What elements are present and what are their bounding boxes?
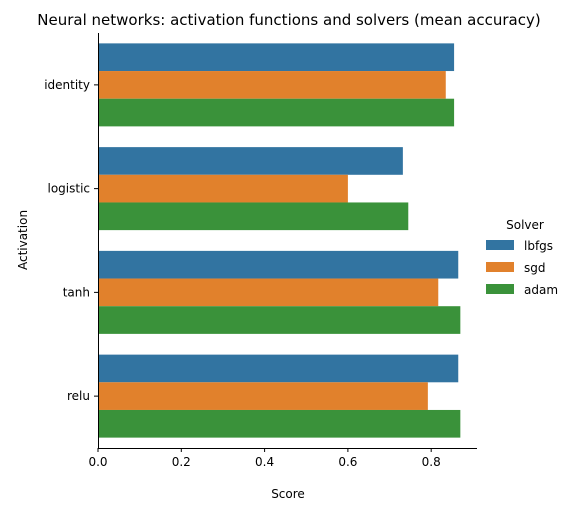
legend-swatch-sgd [486,262,514,272]
x-tick-label: 0.4 [255,455,274,469]
y-tick-label: relu [67,389,90,403]
y-axis-label: Activation [16,210,30,270]
x-ticks-group: 0.0 0.2 0.4 0.6 0.8 [88,448,441,469]
bar-relu-sgd [98,382,428,410]
x-axis-label: Score [271,487,305,501]
legend-swatch-adam [486,284,514,294]
chart-title: Neural networks: activation functions an… [37,11,540,29]
bar-identity-lbfgs [98,43,455,72]
legend-label-adam: adam [524,283,558,297]
y-tick-label: logistic [47,182,90,196]
bar-tanh-adam [98,306,461,334]
bar-identity-sgd [98,71,446,99]
x-tick-label: 0.8 [422,455,441,469]
legend-label-sgd: sgd [524,261,546,275]
bar-tanh-lbfgs [98,250,459,279]
x-tick-label: 0.2 [172,455,191,469]
legend: Solver lbfgs sgd adam [486,218,558,297]
y-tick-label: identity [44,78,90,92]
bar-logistic-sgd [98,174,348,203]
legend-label-lbfgs: lbfgs [524,239,553,253]
y-tick-label: tanh [63,285,90,299]
bar-relu-lbfgs [98,354,459,383]
bar-logistic-adam [98,202,409,231]
legend-title: Solver [506,218,544,232]
bars-group [98,43,461,438]
bar-identity-adam [98,98,455,127]
bar-logistic-lbfgs [98,147,403,175]
legend-swatch-lbfgs [486,240,514,250]
x-tick-label: 0.6 [338,455,357,469]
bar-tanh-sgd [98,278,439,307]
bar-relu-adam [98,409,461,438]
x-tick-label: 0.0 [88,455,107,469]
y-ticks-group: identity logistic tanh relu [44,78,98,403]
